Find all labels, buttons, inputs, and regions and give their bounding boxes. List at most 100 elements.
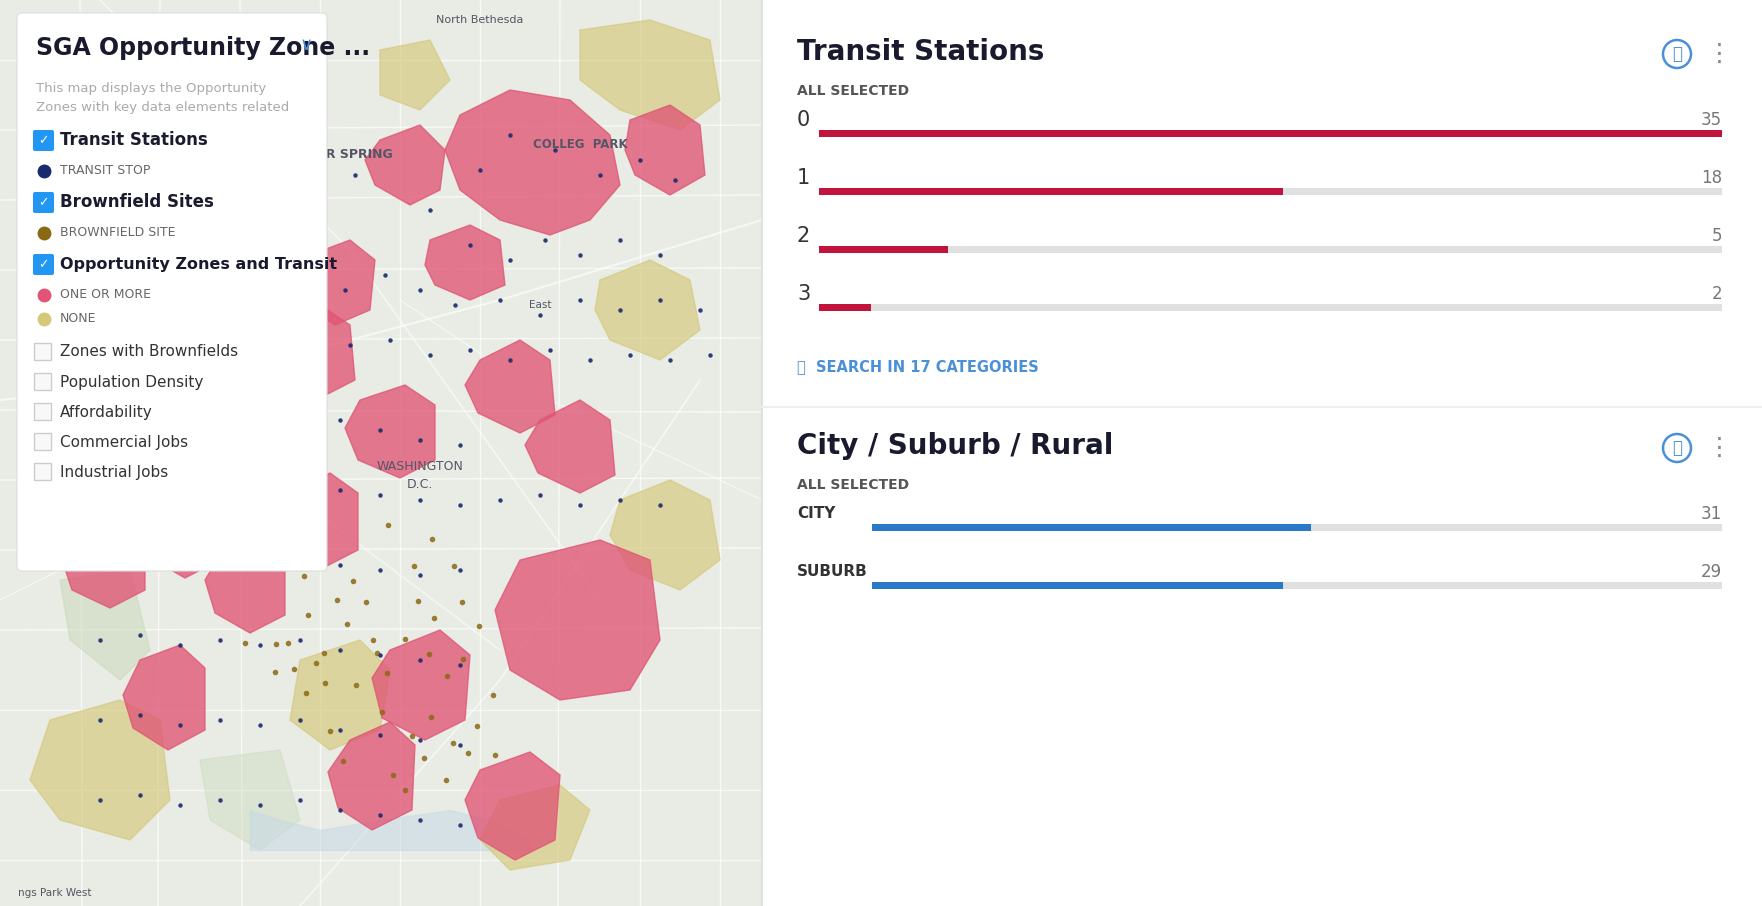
Text: 1: 1 — [796, 168, 811, 188]
Text: City / Suburb / Rural: City / Suburb / Rural — [796, 432, 1114, 460]
Text: Population Density: Population Density — [60, 374, 203, 390]
Text: 2: 2 — [1711, 285, 1721, 303]
Text: WASHINGTON
D.C.: WASHINGTON D.C. — [377, 459, 463, 490]
Polygon shape — [345, 385, 435, 478]
FancyBboxPatch shape — [33, 373, 51, 390]
Polygon shape — [115, 335, 201, 430]
FancyBboxPatch shape — [33, 192, 55, 213]
Bar — [819, 246, 1721, 253]
FancyBboxPatch shape — [33, 463, 51, 480]
Text: 0: 0 — [796, 110, 811, 130]
FancyBboxPatch shape — [18, 13, 328, 571]
Text: COLLEG  PARK: COLLEG PARK — [532, 139, 627, 151]
Text: This map displays the Opportunity
Zones with key data elements related: This map displays the Opportunity Zones … — [35, 82, 289, 114]
Text: ALL SELECTED: ALL SELECTED — [796, 478, 909, 492]
Polygon shape — [204, 538, 285, 633]
Bar — [872, 524, 1721, 531]
Text: ✓: ✓ — [39, 258, 49, 271]
Text: ngs Park West: ngs Park West — [18, 888, 92, 898]
Text: SILVER SPRING: SILVER SPRING — [287, 149, 393, 161]
Polygon shape — [446, 90, 620, 235]
Polygon shape — [626, 105, 705, 195]
Polygon shape — [294, 240, 375, 325]
Polygon shape — [62, 515, 144, 608]
Text: Commercial Jobs: Commercial Jobs — [60, 435, 189, 449]
Text: East: East — [529, 300, 552, 310]
Text: Transit Stations: Transit Stations — [60, 131, 208, 149]
FancyBboxPatch shape — [33, 433, 51, 450]
Polygon shape — [495, 540, 661, 700]
Text: 5: 5 — [1711, 227, 1721, 245]
Text: ONE OR MORE: ONE OR MORE — [60, 288, 152, 302]
Polygon shape — [596, 260, 700, 360]
Text: ⓘ: ⓘ — [1672, 45, 1683, 63]
Text: CITY: CITY — [796, 506, 835, 522]
Text: SUBURB: SUBURB — [796, 564, 867, 580]
Bar — [872, 582, 1721, 589]
Polygon shape — [185, 355, 264, 448]
Text: Brownfield Sites: Brownfield Sites — [60, 193, 213, 211]
Text: ALL SELECTED: ALL SELECTED — [796, 84, 909, 98]
Polygon shape — [479, 785, 590, 870]
Polygon shape — [139, 485, 220, 578]
Polygon shape — [291, 640, 389, 750]
FancyBboxPatch shape — [33, 130, 55, 151]
Polygon shape — [610, 480, 721, 590]
Bar — [819, 188, 1721, 195]
Text: ✓: ✓ — [39, 134, 49, 147]
Text: TRANSIT STOP: TRANSIT STOP — [60, 165, 150, 178]
Text: Industrial Jobs: Industrial Jobs — [60, 465, 167, 479]
FancyBboxPatch shape — [33, 343, 51, 360]
Polygon shape — [328, 722, 416, 830]
Text: 2: 2 — [796, 226, 811, 246]
Bar — [761, 0, 1762, 906]
Bar — [0, 0, 761, 906]
Text: 31: 31 — [1700, 505, 1721, 523]
Polygon shape — [60, 570, 150, 680]
Polygon shape — [465, 340, 555, 433]
Text: ∨: ∨ — [300, 36, 314, 54]
Polygon shape — [215, 90, 275, 145]
Bar — [819, 304, 870, 311]
Text: 29: 29 — [1700, 563, 1721, 581]
Polygon shape — [30, 700, 169, 840]
Text: Chillum: Chillum — [190, 355, 229, 365]
Text: Takoma Park: Takoma Park — [238, 300, 303, 310]
Polygon shape — [201, 750, 300, 850]
Polygon shape — [580, 20, 721, 130]
Polygon shape — [365, 125, 446, 205]
Text: NONE: NONE — [60, 313, 97, 325]
Text: BROWNFIELD SITE: BROWNFIELD SITE — [60, 226, 176, 239]
Text: ⓘ: ⓘ — [1672, 439, 1683, 457]
Polygon shape — [425, 225, 506, 300]
Text: ⋮: ⋮ — [1707, 436, 1732, 460]
Text: Zones with Brownfields: Zones with Brownfields — [60, 344, 238, 360]
Bar — [872, 524, 1311, 531]
Bar — [872, 582, 1283, 589]
Text: Opportunity Zones and Transit: Opportunity Zones and Transit — [60, 256, 337, 272]
Polygon shape — [525, 400, 615, 493]
Polygon shape — [381, 40, 449, 110]
Text: SGA Opportunity Zone ...: SGA Opportunity Zone ... — [35, 36, 370, 60]
Text: ✓: ✓ — [39, 196, 49, 209]
FancyBboxPatch shape — [33, 403, 51, 420]
Polygon shape — [465, 752, 560, 860]
Bar — [819, 130, 1721, 137]
Text: North Bethesda: North Bethesda — [437, 15, 523, 25]
Text: 35: 35 — [1700, 111, 1721, 129]
Bar — [819, 130, 1721, 137]
Text: 3: 3 — [796, 284, 811, 304]
Bar — [819, 304, 1721, 311]
Text: ⌕  SEARCH IN 17 CATEGORIES: ⌕ SEARCH IN 17 CATEGORIES — [796, 359, 1040, 374]
Polygon shape — [275, 473, 358, 568]
Polygon shape — [123, 645, 204, 750]
Bar — [819, 188, 1283, 195]
FancyBboxPatch shape — [33, 254, 55, 275]
Text: Transit Stations: Transit Stations — [796, 38, 1045, 66]
Bar — [819, 246, 948, 253]
Text: Affordability: Affordability — [60, 404, 153, 419]
Text: ⋮: ⋮ — [1707, 42, 1732, 66]
Text: 18: 18 — [1700, 169, 1721, 187]
Text: BETHESDA: BETHESDA — [118, 169, 192, 181]
Polygon shape — [268, 305, 354, 398]
